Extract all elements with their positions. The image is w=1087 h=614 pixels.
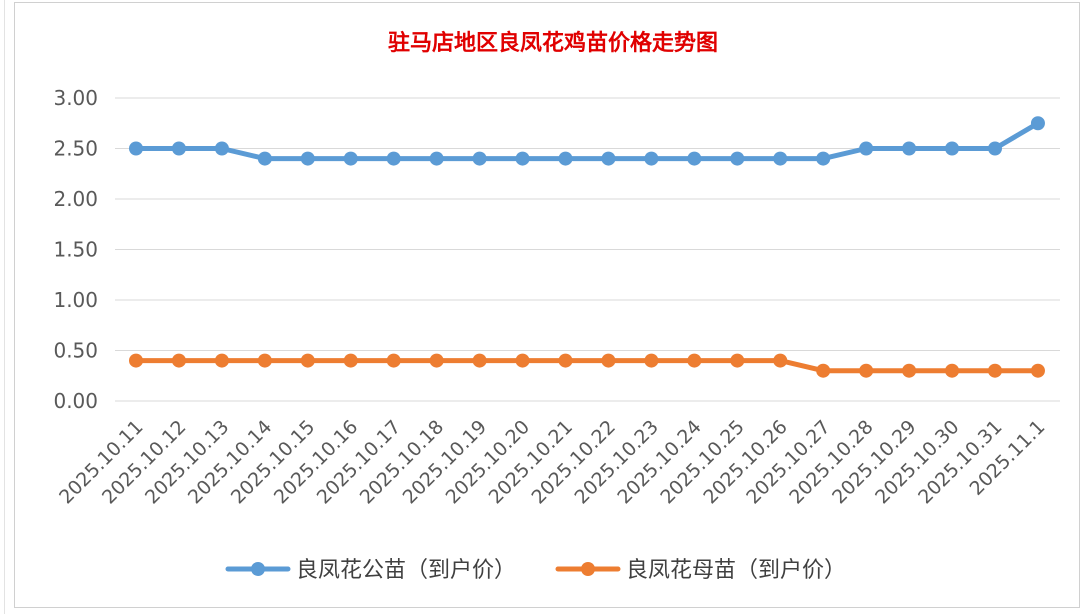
data-point: [687, 353, 702, 368]
data-point: [386, 353, 401, 368]
data-point: [1030, 116, 1045, 131]
legend-item-1: 良凤花公苗（到户价）: [225, 558, 516, 583]
y-tick-label: 1.50: [53, 238, 98, 262]
chart-title: 驻马店地区良凤花鸡苗价格走势图: [388, 30, 718, 56]
data-point: [773, 151, 788, 166]
data-point: [343, 353, 358, 368]
legend: 良凤花公苗（到户价） 良凤花母苗（到户价）: [225, 558, 846, 583]
data-point: [644, 151, 659, 166]
data-point: [644, 353, 659, 368]
data-point: [859, 363, 874, 378]
data-point: [214, 141, 229, 156]
y-tick-label: 0.50: [53, 339, 98, 363]
data-point: [558, 151, 573, 166]
data-point: [730, 353, 745, 368]
data-point: [1030, 363, 1045, 378]
data-point: [429, 353, 444, 368]
legend-item-2: 良凤花母苗（到户价）: [555, 558, 846, 583]
data-point: [816, 151, 831, 166]
y-tick-label: 2.50: [53, 137, 98, 161]
data-point: [601, 151, 616, 166]
data-point: [472, 151, 487, 166]
data-point: [988, 141, 1002, 156]
data-point: [171, 141, 186, 156]
data-point: [386, 151, 401, 166]
y-tick-label: 1.00: [53, 288, 98, 312]
data-point: [343, 151, 358, 166]
data-point: [859, 141, 874, 156]
data-point: [257, 151, 272, 166]
data-point: [300, 353, 315, 368]
data-point: [816, 363, 831, 378]
data-point: [257, 353, 272, 368]
data-point: [773, 353, 788, 368]
legend-label: 良凤花母苗（到户价）: [626, 558, 846, 583]
data-point: [171, 353, 186, 368]
data-point: [129, 353, 143, 368]
series-line: [133, 358, 1041, 374]
sheet-gridline: [4, 0, 5, 614]
y-tick-label: 2.00: [53, 187, 98, 211]
series-1: [129, 116, 1045, 166]
data-point: [429, 151, 444, 166]
data-point: [472, 353, 487, 368]
data-point: [601, 353, 616, 368]
x-axis-tick-labels: 2025.10.112025.10.122025.10.132025.10.14…: [55, 416, 1049, 508]
legend-marker: [251, 562, 265, 576]
y-tick-label: 0.00: [53, 389, 98, 413]
legend-marker: [581, 562, 595, 576]
legend-label: 良凤花公苗（到户价）: [296, 558, 516, 583]
series-layer: [129, 116, 1045, 378]
data-point: [945, 363, 960, 378]
data-point: [988, 363, 1002, 378]
data-point: [945, 141, 960, 156]
data-point: [214, 353, 229, 368]
data-point: [515, 151, 530, 166]
data-point: [558, 353, 573, 368]
data-point: [902, 363, 917, 378]
series-2: [129, 353, 1045, 378]
y-axis-tick-labels: 0.00 0.50 1.00 1.50 2.00 2.50 3.00: [53, 86, 98, 413]
data-point: [902, 141, 917, 156]
data-point: [687, 151, 702, 166]
data-point: [730, 151, 745, 166]
data-point: [129, 141, 143, 156]
data-point: [515, 353, 530, 368]
data-point: [300, 151, 315, 166]
gridlines: [115, 97, 1060, 402]
series-line: [133, 120, 1041, 162]
chart-frame: [14, 2, 1080, 608]
y-tick-label: 3.00: [53, 86, 98, 110]
